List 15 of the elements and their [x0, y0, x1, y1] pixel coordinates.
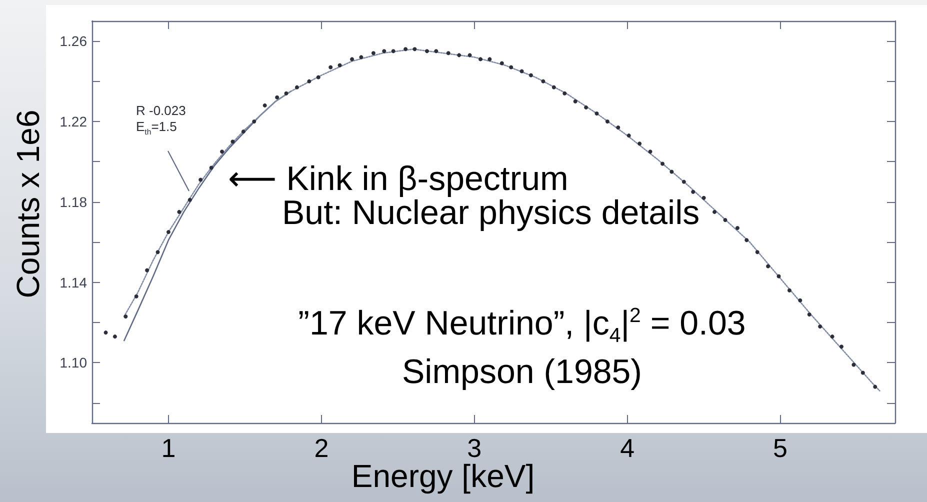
annotation: R -0.023 [136, 103, 186, 118]
y-tick-label: 1.18 [60, 194, 88, 210]
annotation: ⟵ Kink in β-spectrum [228, 160, 568, 198]
x-tick-label: 5 [773, 433, 788, 463]
annotation: Simpson (1985) [402, 353, 642, 391]
x-tick-label: 4 [620, 433, 635, 463]
annotation: E$_{th}$=1.5 [136, 119, 177, 137]
y-tick-label: 1.14 [60, 274, 88, 290]
y-tick-label: 1.26 [60, 33, 88, 50]
annotation: ”17 keV Neutrino”, |c$_{4}$|$^{2}$ = 0.03 [298, 304, 746, 348]
x-tick-label: 1 [161, 433, 176, 463]
y-tick-label: 1.10 [60, 354, 88, 371]
y-tick-label: 1.22 [60, 114, 88, 130]
y-axis-title: Counts x 1e6 [10, 110, 46, 298]
x-tick-label: 2 [314, 433, 329, 463]
